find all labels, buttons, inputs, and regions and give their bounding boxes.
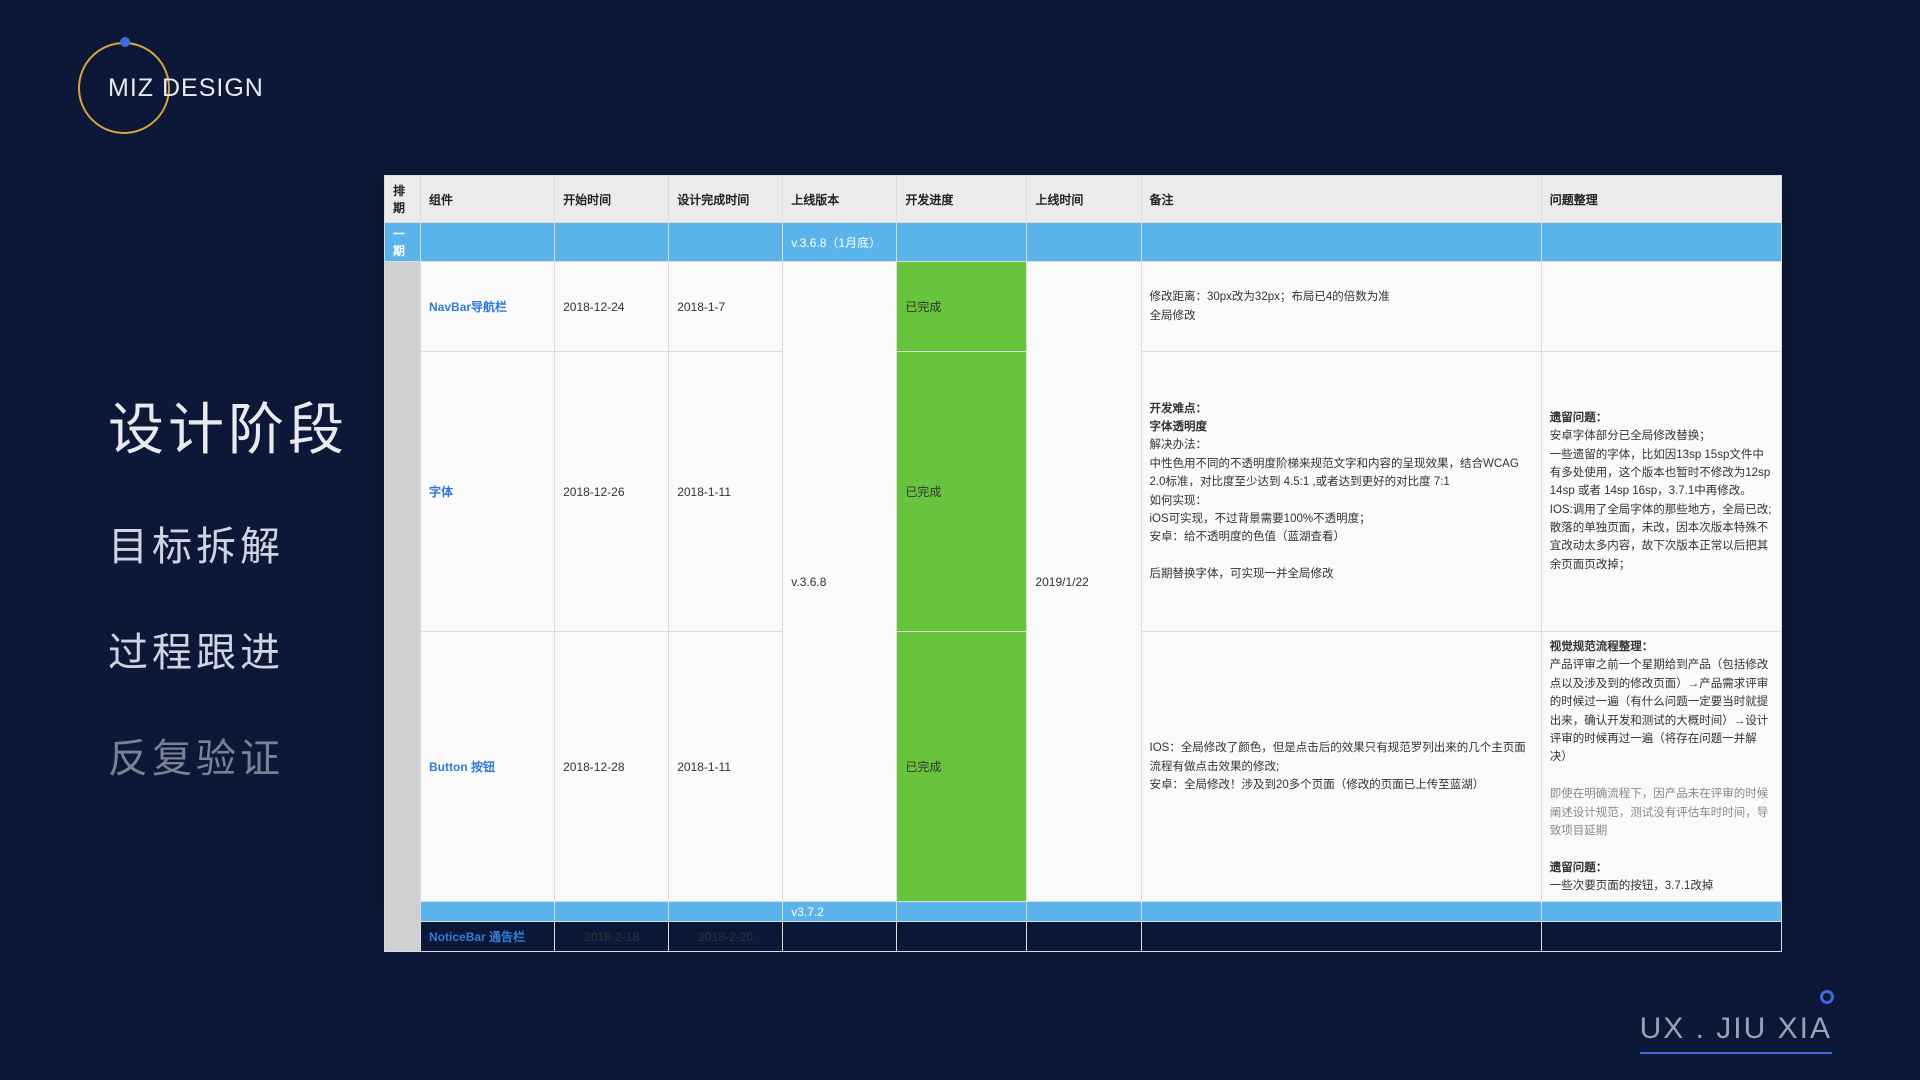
issues-title: 视觉规范流程整理： [1550,641,1654,653]
component-link[interactable]: 字体 [421,352,555,632]
issues-title2: 遗留问题： [1550,862,1608,874]
issues-gray: 即使在明确流程下，因产品未在评审的时候阐述设计规范，测试没有评估车时时间，导致项… [1550,788,1769,837]
tracking-table-panel: 排期 组件 开始时间 设计完成时间 上线版本 开发进度 上线时间 备注 问题整理… [384,175,1782,903]
cell-start: 2018-2-18 [555,922,669,952]
credit-text: UX . JIU XIA [1640,1012,1832,1054]
cell-progress: 已完成 [897,352,1027,632]
cell-release-version: v.3.6.8 [783,262,897,902]
cell-design-done: 2018-1-11 [669,632,783,902]
sidebar: 设计阶段 目标拆解 过程跟进 反复验证 [108,385,348,784]
cell-remark: 修改距离：30px改为32px；布局已4的倍数为准全局修改 [1141,262,1541,352]
cell-remark: IOS：全局修改了颜色，但是点击后的效果只有规范罗列出来的几个主页面流程有做点击… [1141,632,1541,902]
cell-design-done: 2018-1-11 [669,352,783,632]
cell-issues: 视觉规范流程整理： 产品评审之前一个星期给到产品（包括修改点以及涉及到的修改页面… [1541,632,1781,902]
sidebar-title: 设计阶段 [108,385,348,466]
cell-start: 2018-12-24 [555,262,669,352]
cell-issues [1541,262,1781,352]
phase1-version: v.3.6.8（1月底） [783,223,897,262]
cell-remark: 开发难点： 字体透明度 解决办法：中性色用不同的不透明度阶梯来规范文字和内容的呈… [1141,352,1541,632]
component-link[interactable]: Button 按钮 [421,632,555,902]
col-issues: 问题整理 [1541,176,1781,223]
cell-release-date: 2019/1/22 [1027,262,1141,902]
col-design-done: 设计完成时间 [669,176,783,223]
phase1-label: 一期 [385,223,421,262]
col-component: 组件 [421,176,555,223]
remark-body: IOS：全局修改了颜色，但是点击后的效果只有规范罗列出来的几个主页面流程有做点击… [1150,742,1526,791]
sidebar-line-3: 过程跟进 [108,620,348,678]
footer-credit: UX . JIU XIA [1640,1012,1832,1054]
component-link[interactable]: NoticeBar 通告栏 [421,922,555,952]
issues-body2: 一些次要页面的按钮，3.7.1改掉 [1550,880,1714,892]
col-start: 开始时间 [555,176,669,223]
tracking-table: 排期 组件 开始时间 设计完成时间 上线版本 开发进度 上线时间 备注 问题整理… [384,175,1782,952]
remark-subtitle: 开发难点： [1150,403,1208,415]
credit-dot-icon [1820,990,1834,1004]
cell-issues: 遗留问题： 安卓字体部分已全局修改替换；一些遗留的字体，比如因13sp 15sp… [1541,352,1781,632]
phase1-band2: v3.7.2 [385,902,1782,922]
col-remark: 备注 [1141,176,1541,223]
issues-body: 产品评审之前一个星期给到产品（包括修改点以及涉及到的修改页面）→产品需求评审的时… [1550,659,1769,763]
col-version: 上线版本 [783,176,897,223]
col-online: 上线时间 [1027,176,1141,223]
logo-dot [120,37,130,47]
cell-start: 2018-12-28 [555,632,669,902]
cell-progress: 已完成 [897,632,1027,902]
cell-progress: 已完成 [897,262,1027,352]
issues-title: 遗留问题： [1550,412,1608,424]
cell-design-done: 2018-1-7 [669,262,783,352]
sidebar-line-2: 目标拆解 [108,514,348,572]
component-link[interactable]: NavBar导航栏 [421,262,555,352]
remark-body: 解决办法：中性色用不同的不透明度阶梯来规范文字和内容的呈现效果，结合WCAG 2… [1150,439,1519,580]
phase1-band: 一期 v.3.6.8（1月底） [385,223,1782,262]
remark-text: 修改距离：30px改为32px；布局已4的倍数为准全局修改 [1150,291,1390,321]
col-progress: 开发进度 [897,176,1027,223]
issues-body: 安卓字体部分已全局修改替换；一些遗留的字体，比如因13sp 15sp文件中有多处… [1550,430,1772,571]
col-phase: 排期 [385,176,421,223]
cell-start: 2018-12-26 [555,352,669,632]
phase-gutter [385,262,421,952]
table-header-row: 排期 组件 开始时间 设计完成时间 上线版本 开发进度 上线时间 备注 问题整理 [385,176,1782,223]
cell-design-done: 2018-2-20 [669,922,783,952]
remark-subtitle: 字体透明度 [1150,421,1208,433]
brand-text: MIZ DESIGN [108,74,264,103]
table-row: NavBar导航栏 2018-12-24 2018-1-7 v.3.6.8 已完… [385,262,1782,352]
sidebar-line-4: 反复验证 [108,726,348,784]
band2-version: v3.7.2 [783,902,897,922]
table-row: NoticeBar 通告栏 2018-2-18 2018-2-20 [385,922,1782,952]
